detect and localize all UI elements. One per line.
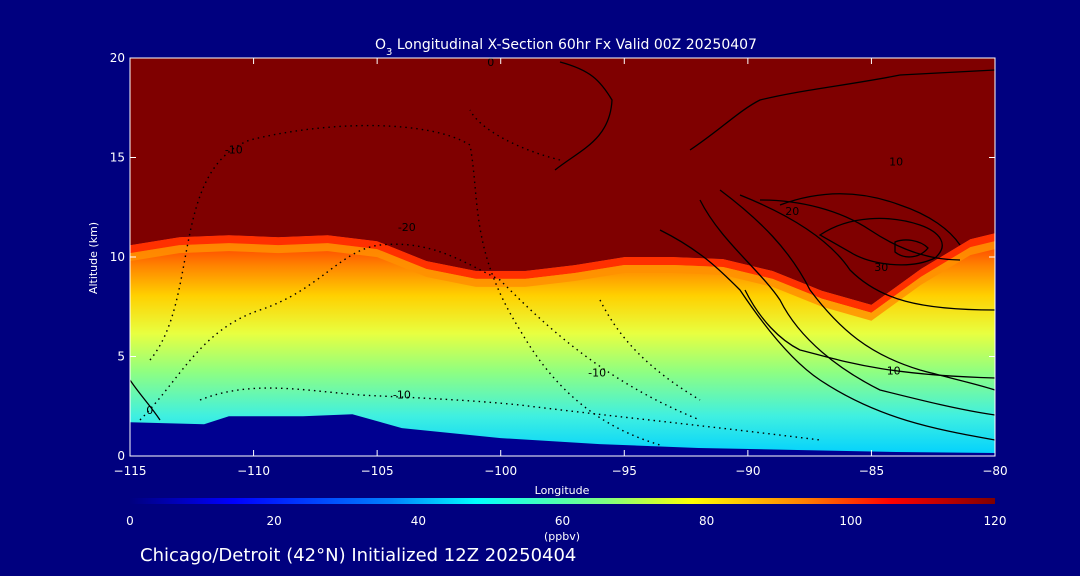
plot-area [130, 58, 995, 456]
positive-contour-8 [779, 193, 961, 246]
x-axis-ticks: −115 −110 −105 −100 −95 −90 −85 −80 [114, 58, 1008, 478]
contour-labels: 0 -10 -20 -10 -10 10 20 30 10 0 [146, 56, 903, 417]
colorbar-tick-label-2: 20 [267, 514, 282, 528]
x-tick-label-1: −115 [114, 464, 147, 478]
colorbar-unit-label: (ppbv) [544, 530, 580, 543]
negative-contour-4 [469, 109, 701, 401]
y-tick-label-4: 15 [110, 151, 125, 165]
colorbar [130, 498, 995, 504]
terrain-mask [130, 414, 995, 456]
colorbar-tick-label-5: 80 [699, 514, 714, 528]
y-tick-label-1: 0 [117, 449, 125, 463]
contour-label-6: 10 [889, 156, 903, 169]
positive-contour-6 [739, 194, 995, 311]
contour-label-9: 10 [887, 364, 901, 377]
x-tick-label-4: −100 [484, 464, 517, 478]
x-tick-label-2: −110 [237, 464, 270, 478]
location-init-text: Chicago/Detroit (42°N) Initialized 12Z 2… [140, 545, 576, 566]
contour-label-7: 20 [785, 205, 799, 218]
contour-label-1: 0 [146, 404, 153, 417]
positive-contour-4 [699, 199, 995, 416]
tropopause-rim-red [130, 233, 995, 313]
y-axis-ticks: 0 5 10 15 20 [110, 51, 995, 463]
colorbar-tick-label-7: 120 [984, 514, 1007, 528]
x-tick-label-3: −105 [361, 464, 394, 478]
chart-title: O3 Longitudinal X-Section 60hr Fx Valid … [375, 37, 757, 58]
negative-contour-1 [149, 124, 661, 446]
contour-label-4: -10 [588, 366, 606, 379]
colorbar-tick-label-4: 60 [555, 514, 570, 528]
positive-contour-7 [759, 199, 961, 261]
colorbar-tick-label-6: 100 [839, 514, 862, 528]
y-tick-label-3: 10 [110, 250, 125, 264]
positive-contour-11 [744, 289, 995, 379]
negative-contour-2 [139, 243, 701, 421]
colorbar-tick-label-3: 40 [411, 514, 426, 528]
y-tick-label-5: 20 [110, 51, 125, 65]
positive-contour-12 [130, 379, 161, 421]
contour-label-5: -10 [393, 388, 411, 401]
positive-contour-9 [818, 217, 943, 266]
positive-contour-1 [554, 61, 613, 171]
x-tick-label-8: −80 [982, 464, 1007, 478]
x-axis-label: Longitude [535, 484, 590, 497]
tropopause-rim-orange [130, 241, 995, 321]
x-tick-label-6: −90 [735, 464, 760, 478]
x-tick-label-7: −85 [859, 464, 884, 478]
colorbar-ticks: 0 20 40 60 80 100 120 [126, 514, 1006, 528]
contour-label-2: -10 [225, 144, 243, 157]
contour-label-8: 30 [874, 261, 888, 274]
colorbar-tick-label-1: 0 [126, 514, 134, 528]
contour-lines [130, 61, 995, 446]
positive-contour-10 [894, 239, 929, 258]
contour-label-3: -20 [398, 221, 416, 234]
positive-contour-2 [689, 69, 995, 151]
y-axis-label: Altitude (km) [87, 222, 100, 294]
contour-label-10: 0 [487, 56, 494, 69]
positive-contour-5 [719, 189, 995, 391]
positive-contour-3 [659, 229, 995, 441]
y-tick-label-2: 5 [117, 350, 125, 364]
x-tick-label-5: −95 [612, 464, 637, 478]
negative-contour-3 [199, 387, 821, 441]
